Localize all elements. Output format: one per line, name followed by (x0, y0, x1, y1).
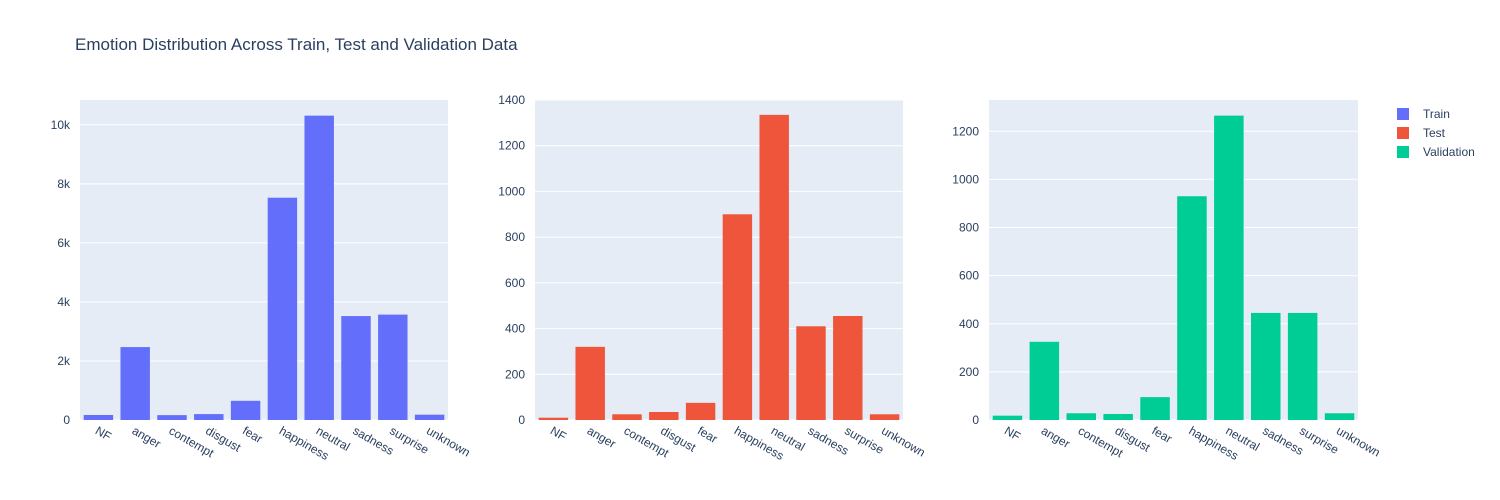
y-tick-label: 400 (505, 322, 525, 336)
x-tick-label: anger (1039, 423, 1073, 450)
bar-train-neutral[interactable] (304, 115, 334, 421)
y-tick-label: 1400 (498, 93, 525, 107)
y-tick-label: 600 (959, 269, 979, 283)
bar-validation-nf[interactable] (992, 415, 1023, 420)
bar-train-unknown[interactable] (414, 414, 445, 420)
bar-train-anger[interactable] (120, 347, 150, 420)
x-tick-label: unknown (1334, 423, 1383, 459)
legend-label: Train (1423, 107, 1450, 121)
legend-swatch (1397, 146, 1409, 158)
bar-validation-neutral[interactable] (1214, 115, 1244, 420)
y-tick-label: 0 (518, 413, 525, 427)
x-tick-label: fear (1150, 423, 1175, 445)
x-tick-label: sadness (351, 423, 397, 457)
x-tick-label: unknown (879, 423, 928, 459)
bar-validation-unknown[interactable] (1324, 413, 1355, 420)
x-tick-label: anger (130, 423, 164, 450)
chart-title: Emotion Distribution Across Train, Test … (75, 35, 518, 54)
legend-label: Test (1423, 126, 1446, 140)
y-tick-label: 0 (972, 413, 979, 427)
x-tick-label: surprise (1297, 423, 1341, 457)
y-tick-label: 0 (63, 413, 70, 427)
bar-train-disgust[interactable] (194, 414, 224, 420)
bar-validation-fear[interactable] (1140, 397, 1170, 420)
y-tick-label: 200 (505, 367, 525, 381)
bar-validation-sadness[interactable] (1250, 312, 1281, 420)
legend-item-test[interactable]: Test (1397, 126, 1446, 140)
bar-test-neutral[interactable] (759, 114, 789, 420)
bar-train-contempt[interactable] (157, 415, 187, 420)
y-tick-label: 1000 (952, 172, 979, 186)
x-tick-label: NF (548, 423, 569, 443)
x-tick-label: fear (695, 423, 720, 445)
legend-item-validation[interactable]: Validation (1397, 145, 1475, 159)
legend-item-train[interactable]: Train (1397, 107, 1450, 121)
bar-test-nf[interactable] (538, 417, 569, 420)
x-tick-label: surprise (387, 423, 431, 457)
x-tick-label: sadness (1260, 423, 1306, 457)
bar-test-unknown[interactable] (869, 414, 900, 420)
y-tick-label: 400 (959, 317, 979, 331)
y-tick-label: 200 (959, 365, 979, 379)
legend-swatch (1397, 127, 1409, 139)
y-tick-label: 8k (57, 177, 71, 191)
legend-label: Validation (1423, 145, 1475, 159)
bar-train-fear[interactable] (230, 400, 261, 420)
y-tick-label: 6k (57, 236, 71, 250)
x-tick-label: fear (240, 423, 265, 445)
bar-validation-disgust[interactable] (1103, 413, 1133, 420)
y-tick-label: 10k (51, 118, 71, 132)
y-tick-label: 1200 (952, 124, 979, 138)
y-tick-label: 4k (57, 295, 71, 309)
x-tick-label: unknown (424, 423, 473, 459)
bar-test-disgust[interactable] (649, 412, 679, 420)
y-tick-label: 1200 (498, 139, 525, 153)
bar-test-sadness[interactable] (796, 326, 826, 420)
legend: Train Test Validation (1397, 107, 1475, 159)
bar-train-surprise[interactable] (378, 314, 408, 420)
bar-test-fear[interactable] (685, 402, 716, 420)
x-tick-label: anger (585, 423, 619, 450)
x-tick-label: NF (1002, 423, 1023, 443)
y-tick-label: 800 (505, 230, 525, 244)
x-tick-label: sadness (806, 423, 852, 457)
bar-validation-happiness[interactable] (1177, 196, 1207, 420)
bar-test-anger[interactable] (575, 346, 605, 420)
y-tick-label: 1000 (498, 184, 525, 198)
bar-train-nf[interactable] (83, 414, 114, 420)
y-tick-label: 2k (57, 354, 71, 368)
y-tick-label: 800 (959, 221, 979, 235)
bar-test-happiness[interactable] (722, 214, 753, 420)
x-tick-label: NF (93, 423, 114, 443)
bar-test-contempt[interactable] (612, 414, 642, 420)
bar-validation-anger[interactable] (1029, 341, 1060, 420)
bar-validation-surprise[interactable] (1287, 312, 1318, 420)
bar-train-sadness[interactable] (341, 316, 371, 420)
bar-validation-contempt[interactable] (1066, 413, 1097, 420)
x-tick-label: surprise (842, 423, 886, 457)
bar-test-surprise[interactable] (833, 316, 863, 420)
legend-swatch (1397, 108, 1409, 120)
bar-train-happiness[interactable] (267, 197, 298, 420)
y-tick-label: 600 (505, 276, 525, 290)
